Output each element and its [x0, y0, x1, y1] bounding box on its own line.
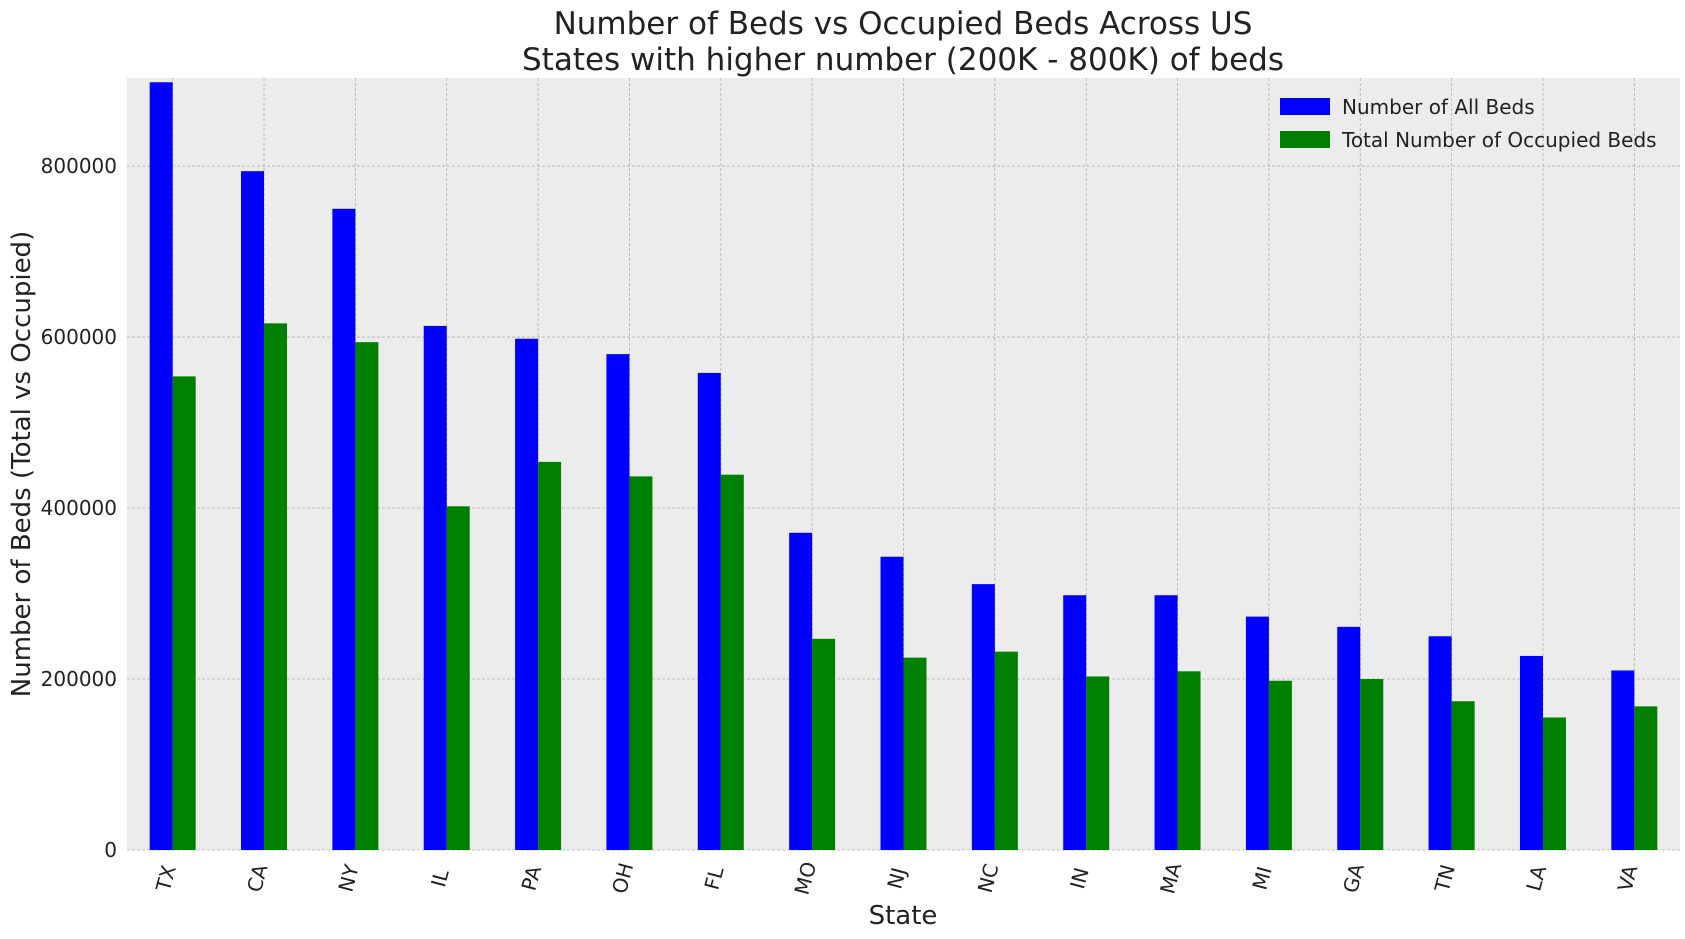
bar-occupied-beds-in: [1086, 676, 1110, 850]
bar-occupied-beds-va: [1634, 706, 1658, 850]
chart-title: Number of Beds vs Occupied Beds Across U…: [554, 6, 1253, 42]
legend-swatch-all-beds: [1280, 98, 1330, 115]
y-tick-label: 800000: [41, 154, 117, 178]
bar-occupied-beds-nj: [903, 657, 927, 850]
x-axis-label: State: [869, 901, 938, 931]
x-tick-label-va: VA: [1613, 862, 1643, 894]
bar-occupied-beds-mi: [1268, 680, 1292, 850]
x-axis-ticks: TX CA NY IL PA OH FL MO NJ NC IN MA MI GA TN LA VA: [151, 859, 1643, 897]
bar-occupied-beds-fl: [720, 474, 744, 850]
bar-occupied-beds-oh: [629, 476, 653, 850]
y-tick-label: 400000: [41, 496, 117, 520]
bar-occupied-beds-tn: [1451, 701, 1475, 850]
bar-all-beds-pa: [515, 338, 539, 850]
bar-all-beds-tx: [149, 82, 173, 850]
bar-occupied-beds-ny: [355, 342, 379, 850]
bar-all-beds-oh: [606, 354, 630, 850]
x-tick-label-tx: TX: [151, 862, 181, 895]
bar-all-beds-ca: [241, 171, 265, 851]
bar-occupied-beds-ca: [264, 323, 288, 850]
x-tick-label-in: IN: [1065, 865, 1094, 891]
bar-all-beds-in: [1063, 595, 1087, 850]
x-tick-label-ma: MA: [1155, 860, 1186, 896]
y-axis-label: Number of Beds (Total vs Occupied): [7, 231, 37, 697]
bar-occupied-beds-tx: [172, 376, 196, 850]
bar-all-beds-ga: [1337, 626, 1361, 850]
bar-all-beds-va: [1611, 670, 1635, 850]
x-tick-label-mo: MO: [790, 859, 822, 897]
bars: [149, 82, 1658, 851]
x-tick-label-il: IL: [426, 866, 454, 890]
x-tick-label-fl: FL: [700, 863, 729, 892]
bar-all-beds-il: [423, 325, 447, 850]
y-tick-label: 200000: [41, 667, 117, 691]
legend-swatch-occupied-beds: [1280, 131, 1330, 148]
x-tick-label-ny: NY: [334, 861, 364, 894]
bar-all-beds-nc: [971, 584, 995, 850]
bar-occupied-beds-il: [446, 506, 470, 850]
legend: Number of All Beds Total Number of Occup…: [1280, 95, 1657, 152]
legend-label-all-beds: Number of All Beds: [1342, 95, 1535, 119]
bar-all-beds-la: [1519, 655, 1543, 850]
bar-occupied-beds-la: [1542, 717, 1566, 850]
bar-all-beds-mi: [1245, 616, 1269, 850]
x-tick-label-tn: TN: [1429, 862, 1459, 895]
x-tick-label-pa: PA: [517, 863, 547, 893]
bar-all-beds-nj: [880, 556, 904, 850]
bar-all-beds-ny: [332, 208, 356, 851]
bar-all-beds-mo: [789, 532, 813, 850]
x-tick-label-ca: CA: [242, 861, 272, 894]
x-tick-label-mi: MI: [1248, 864, 1277, 893]
x-tick-label-nc: NC: [973, 861, 1004, 895]
bar-occupied-beds-pa: [538, 461, 562, 850]
bar-all-beds-ma: [1154, 595, 1178, 850]
x-tick-label-nj: NJ: [882, 865, 911, 891]
x-tick-label-la: LA: [1521, 863, 1551, 894]
y-axis-ticks: 0 200000 400000 600000 800000: [41, 154, 117, 862]
x-tick-label-oh: OH: [607, 860, 638, 896]
bar-occupied-beds-ma: [1177, 671, 1201, 850]
x-tick-label-ga: GA: [1338, 861, 1369, 896]
bar-all-beds-fl: [697, 372, 721, 850]
bar-all-beds-tn: [1428, 636, 1452, 850]
legend-label-occupied-beds: Total Number of Occupied Beds: [1341, 128, 1657, 152]
bar-occupied-beds-mo: [812, 638, 836, 850]
bar-occupied-beds-ga: [1360, 679, 1384, 850]
bar-occupied-beds-nc: [994, 651, 1018, 850]
y-tick-label: 0: [104, 838, 117, 862]
chart-subtitle: States with higher number (200K - 800K) …: [522, 42, 1284, 78]
y-tick-label: 600000: [41, 325, 117, 349]
